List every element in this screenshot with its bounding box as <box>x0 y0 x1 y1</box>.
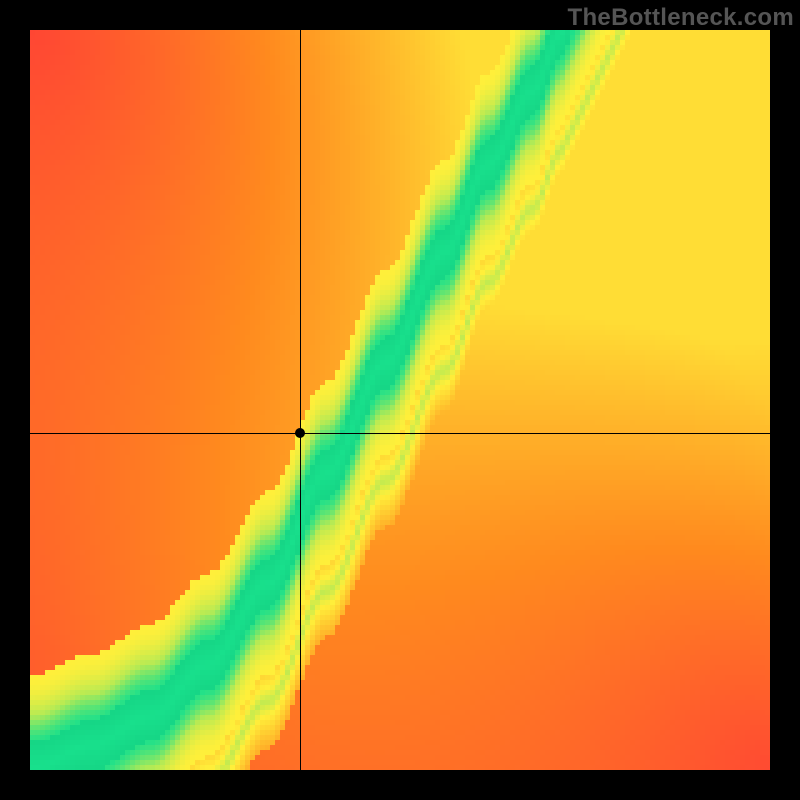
plot-frame <box>30 30 770 770</box>
watermark-text: TheBottleneck.com <box>568 4 794 32</box>
marker-dot <box>295 428 305 438</box>
crosshair-vertical <box>300 30 301 770</box>
heatmap-canvas <box>30 30 770 770</box>
chart-container: TheBottleneck.com <box>0 0 800 800</box>
crosshair-horizontal <box>30 433 770 434</box>
